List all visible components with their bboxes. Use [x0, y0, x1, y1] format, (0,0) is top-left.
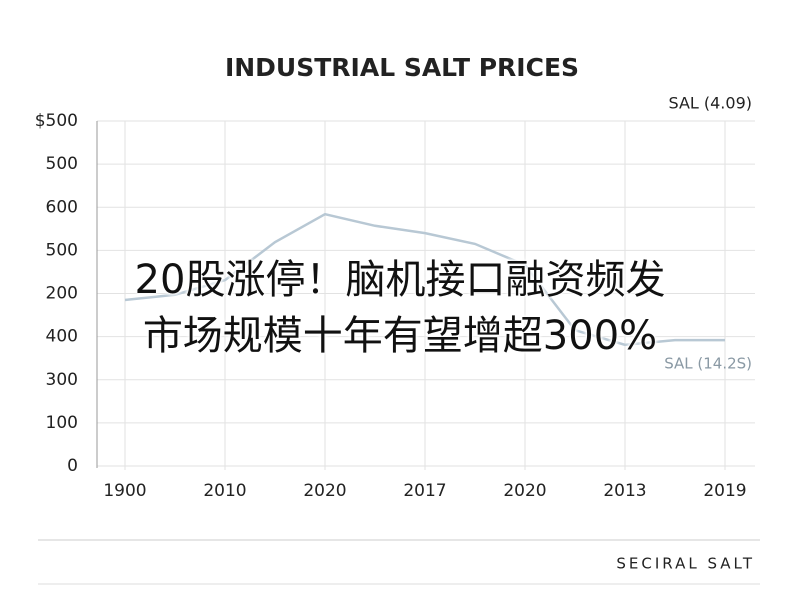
- x-tick-label: 2013: [603, 481, 646, 501]
- y-tick-label: 400: [46, 327, 78, 347]
- chart-title: INDUSTRIAL SALT PRICES: [225, 53, 579, 82]
- x-tick-label: 2020: [503, 481, 546, 501]
- y-tick-label: 500: [46, 154, 78, 174]
- data-line: [124, 212, 725, 347]
- overlay-text: 市场规模十年有望增超300%: [142, 313, 658, 359]
- x-tick-label: 2010: [203, 481, 246, 501]
- annotation: SAL (14.2S): [664, 355, 752, 373]
- x-tick-label: 1900: [103, 481, 146, 501]
- x-tick-label: 2020: [303, 481, 346, 501]
- x-tick-label: 2019: [703, 481, 746, 501]
- y-tick-label: $500: [35, 111, 78, 131]
- y-tick-label: 0: [67, 456, 78, 476]
- annotation: SAL (4.09): [668, 94, 752, 113]
- footer: SECIRAL SALT: [616, 555, 755, 573]
- y-tick-label: 300: [46, 370, 78, 390]
- x-tick-label: 2017: [403, 481, 446, 501]
- y-tick-label: 200: [46, 284, 78, 304]
- y-tick-label: 600: [46, 197, 78, 217]
- y-tick-label: 100: [46, 413, 78, 433]
- y-tick-label: 500: [46, 240, 78, 260]
- overlay-text: 20股涨停！脑机接口融资频发: [134, 257, 666, 303]
